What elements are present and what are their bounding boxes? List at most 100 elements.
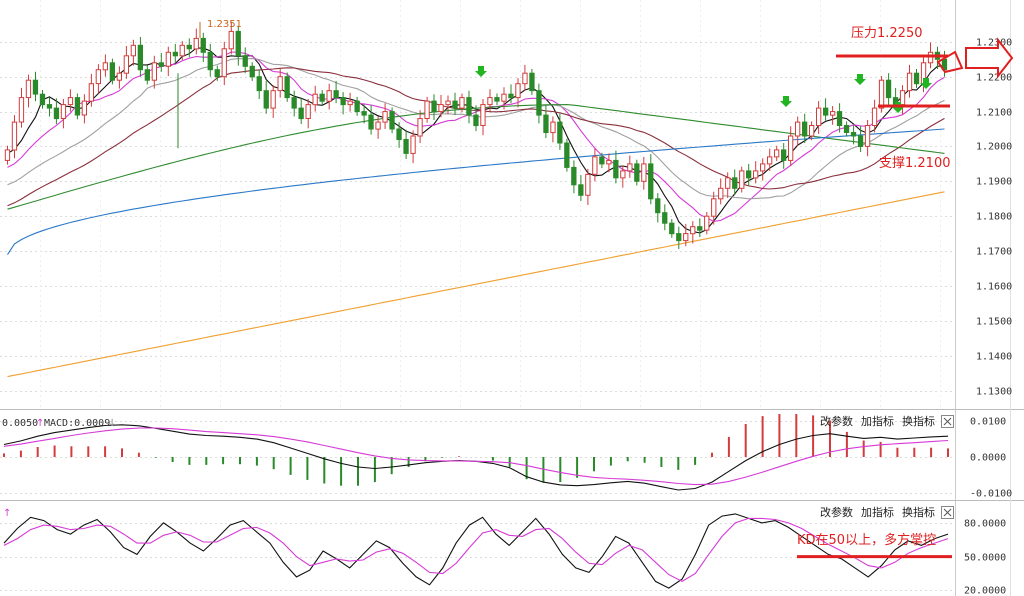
candle-up	[606, 153, 612, 173]
candle-body	[620, 170, 626, 179]
candle-down	[802, 113, 808, 143]
kd-close-icon[interactable]	[941, 506, 954, 519]
candle-up	[270, 85, 276, 118]
candle-down	[144, 65, 150, 85]
candle-down	[843, 121, 850, 137]
candle-body	[529, 72, 535, 92]
kd-switch-indicator-button[interactable]: 换指标	[902, 505, 935, 519]
candle-body	[46, 104, 53, 109]
candle-body	[452, 100, 458, 109]
candle-body	[613, 159, 619, 179]
candle-down	[599, 152, 605, 169]
candle-up	[25, 74, 32, 108]
candle-body	[592, 156, 598, 175]
candle-down	[46, 97, 53, 117]
candle-body	[550, 121, 556, 134]
candle-body	[200, 37, 206, 53]
candle-up	[60, 99, 67, 129]
candle-body	[214, 69, 220, 78]
candle-body	[340, 97, 346, 106]
candle-down	[186, 38, 192, 58]
candle-down	[746, 163, 752, 187]
candle-body	[53, 107, 60, 120]
kd-add-indicator-button[interactable]: 加指标	[861, 505, 894, 519]
candle-down	[340, 92, 346, 115]
candle-body	[81, 100, 87, 116]
candle-body	[179, 44, 185, 57]
candle-up	[193, 28, 199, 55]
support-resistance-annotations: 1.2351 压力1.2250 支撑1.2100	[207, 19, 1014, 171]
candle-down	[543, 105, 549, 139]
candle-body	[704, 215, 710, 231]
macd-switch-indicator-button[interactable]: 换指标	[902, 414, 935, 428]
candle-up	[718, 178, 724, 205]
candle-body	[809, 125, 815, 137]
candle-up	[480, 99, 486, 136]
candle-body	[557, 121, 563, 144]
candle-body	[123, 55, 129, 74]
candle-down	[53, 98, 60, 125]
candle-body	[585, 173, 591, 196]
down-arrow-icon: ↓	[108, 418, 116, 429]
candle-body	[354, 100, 360, 113]
candle-up	[81, 94, 87, 124]
candle-down	[578, 175, 584, 201]
candle-up	[809, 121, 815, 141]
candle-up	[228, 21, 234, 55]
kd-tick-label: 50.0000	[964, 553, 1006, 564]
price-tick-label: 1.2000	[976, 142, 1012, 153]
candle-down	[676, 226, 682, 249]
candle-up	[753, 161, 759, 184]
kd-annotation-text: KD在50以上，多方掌控	[797, 532, 936, 548]
candle-down	[74, 93, 81, 120]
candle-body	[39, 93, 46, 106]
macd-legend-value: MACD:0.0009	[44, 418, 110, 429]
candle-down	[298, 98, 304, 125]
candle-body	[823, 107, 829, 116]
candle-up	[501, 87, 507, 110]
candle-body	[599, 156, 605, 165]
candle-down	[431, 94, 437, 120]
candle-body	[802, 121, 808, 137]
candle-up	[627, 155, 633, 178]
candle-down	[452, 92, 458, 116]
candle-down	[662, 204, 668, 231]
candle-down	[32, 71, 39, 102]
macd-add-indicator-button[interactable]: 加指标	[861, 414, 894, 428]
kd-edit-params-button[interactable]: 改参数	[820, 505, 853, 519]
candle-body	[60, 104, 67, 119]
candle-up	[179, 41, 185, 60]
candle-up	[277, 68, 283, 98]
candle-body	[333, 90, 339, 99]
macd-close-icon[interactable]	[941, 415, 954, 428]
candle-body	[361, 111, 367, 116]
candle-body	[144, 69, 150, 81]
candle-down	[823, 98, 829, 121]
candle-body	[319, 93, 325, 102]
candle-body	[235, 30, 241, 57]
ma-line-ma250	[7, 191, 945, 378]
candle-body	[816, 107, 822, 126]
candle-up	[130, 39, 136, 66]
candlestick-series	[4, 21, 948, 249]
price-tick-label: 1.1900	[976, 177, 1012, 188]
candle-body	[564, 142, 570, 168]
candle-body	[137, 44, 143, 71]
down-arrow-signal-icon	[780, 96, 792, 107]
macd-edit-params-button[interactable]: 改参数	[820, 414, 853, 428]
candle-body	[291, 97, 297, 109]
candle-down	[291, 90, 297, 117]
candle-up	[816, 101, 822, 134]
main-gridlines	[0, 0, 955, 408]
candle-body	[627, 163, 633, 172]
kd-gridlines	[0, 523, 955, 591]
candle-down	[214, 65, 220, 81]
candle-body	[634, 163, 640, 182]
candle-up	[116, 66, 122, 89]
candle-body	[795, 121, 801, 137]
candle-down	[473, 105, 479, 132]
kd-up-arrow-icon: ↑	[3, 508, 11, 519]
candle-up	[4, 145, 11, 165]
candle-down	[885, 73, 892, 106]
